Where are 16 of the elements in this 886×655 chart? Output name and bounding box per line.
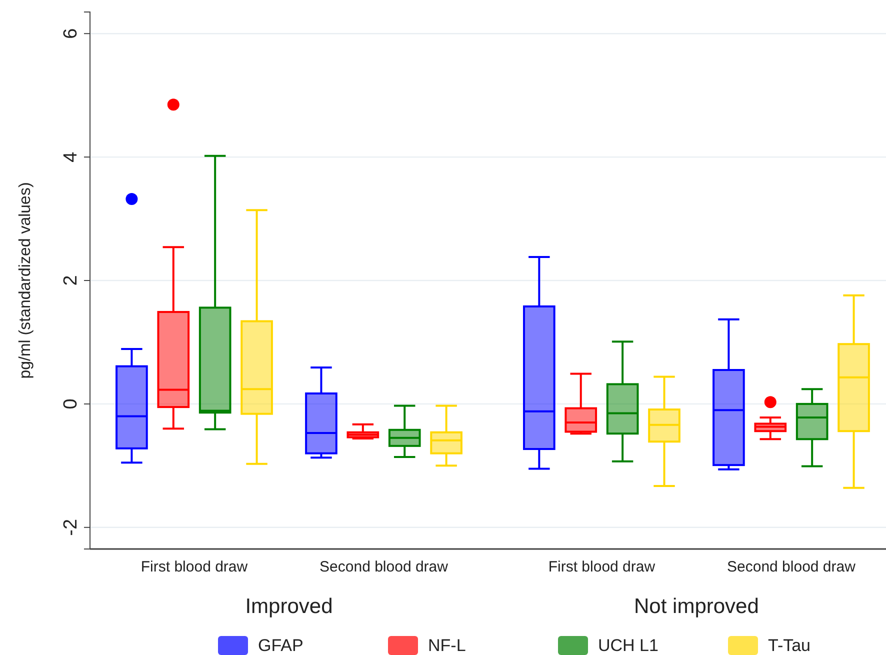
y-tick-label: 4 — [60, 151, 82, 162]
x-tick-label: Second blood draw — [727, 558, 856, 576]
y-tick-label: 2 — [60, 275, 82, 286]
text: Improved — [245, 595, 333, 618]
y-tick-label: -2 — [60, 518, 82, 536]
y-tick-label: 0 — [60, 398, 82, 410]
text: Not improved — [634, 595, 759, 618]
legend-label: NF-L — [428, 636, 466, 655]
legend-label: GFAP — [258, 636, 304, 655]
legend-label: T-Tau — [768, 636, 811, 655]
x-tick-label: First blood draw — [140, 558, 248, 576]
legend-label: UCH L1 — [598, 636, 658, 655]
x-tick-label: Second blood draw — [320, 558, 448, 576]
y-axis-title: pg/ml (standardized values) — [17, 182, 34, 379]
x-tick-label: First blood draw — [548, 558, 656, 576]
y-tick-label: 6 — [60, 28, 82, 39]
